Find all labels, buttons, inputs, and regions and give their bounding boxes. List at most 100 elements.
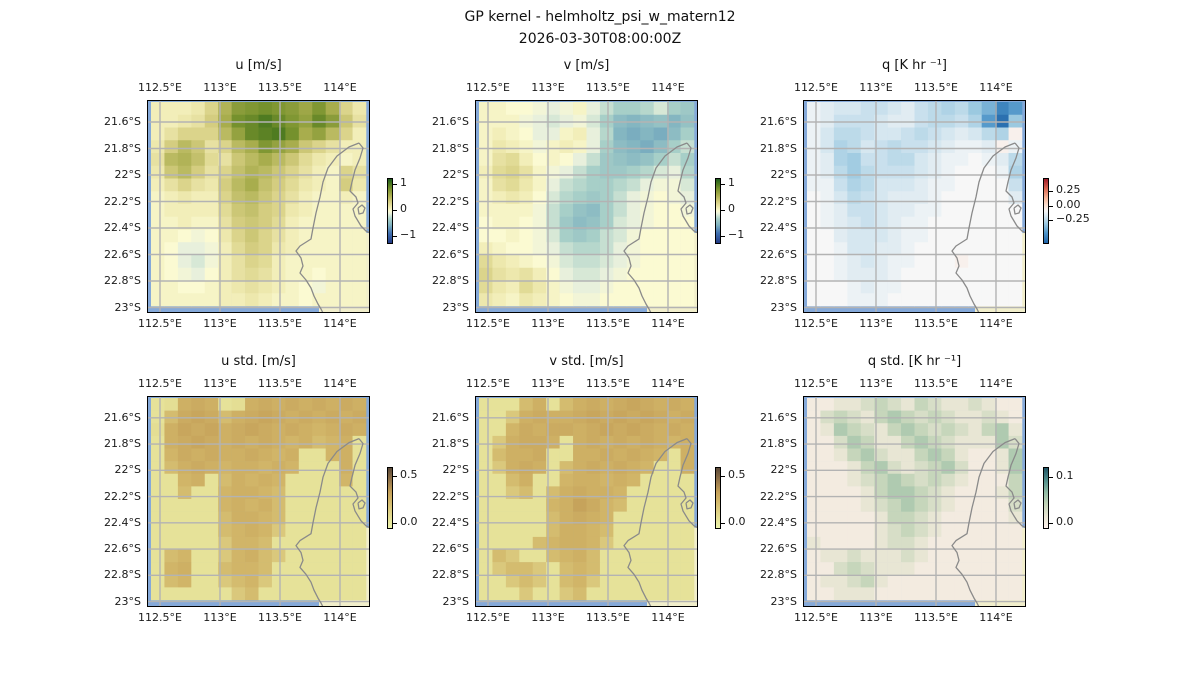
colorbar-tick-label: 0.25 — [1056, 182, 1081, 196]
x-tick-label-top: 113.5°E — [586, 377, 630, 390]
x-tick-label-bottom: 113.5°E — [586, 317, 630, 330]
panel-title-q: q [K hr ⁻¹] — [882, 58, 947, 73]
y-tick-label: 21.8°S — [760, 437, 797, 451]
colorbar-tick — [721, 184, 725, 185]
x-tick-label-top: 112.5°E — [466, 81, 510, 94]
y-tick-label: 22.6°S — [432, 542, 469, 556]
y-tick-label: 22.8°S — [104, 568, 141, 582]
panel-title-u: u [m/s] — [235, 58, 282, 73]
colorbar-tick — [393, 476, 397, 477]
y-tick-label: 22.6°S — [432, 247, 469, 261]
x-tick-label-bottom: 112.5°E — [794, 317, 838, 330]
x-tick-label-bottom: 113°E — [531, 317, 565, 330]
y-tick-label: 23°S — [114, 300, 141, 314]
colorbar-tick — [1049, 220, 1053, 222]
y-tick-label: 22.4°S — [104, 515, 141, 529]
x-tick-label-top: 113.5°E — [914, 377, 958, 390]
heatmap-mesh — [151, 398, 367, 601]
figure-title: GP kernel - helmholtz_psi_w_matern12 — [464, 9, 736, 25]
colorbar-v — [715, 178, 721, 244]
y-tick-label: 22.4°S — [760, 515, 797, 529]
y-tick-label: 22.4°S — [104, 221, 141, 234]
x-tick-label-bottom: 113.5°E — [914, 611, 958, 624]
grid-lines — [803, 396, 1026, 607]
x-tick-label-top: 114°E — [979, 81, 1013, 94]
colorbar-tick-label: 0.00 — [1056, 197, 1081, 211]
colorbar-v_std — [715, 467, 721, 529]
x-tick-label-top: 113°E — [203, 377, 237, 390]
colorbar-tick-label: −0.25 — [1056, 212, 1090, 226]
colorbar-tick — [1049, 522, 1053, 524]
heatmap-mesh — [807, 398, 1023, 601]
y-tick-label: 22.6°S — [104, 247, 141, 261]
x-tick-label-top: 114°E — [651, 377, 685, 390]
y-tick-label: 22.2°S — [432, 489, 469, 503]
colorbar-tick-label: 0.0 — [400, 515, 418, 528]
coastline-path — [295, 437, 370, 607]
x-tick-label-bottom: 112.5°E — [138, 317, 182, 330]
x-tick-label-bottom: 114°E — [979, 611, 1013, 624]
grid-lines — [475, 100, 698, 313]
grid-lines — [803, 100, 1026, 313]
x-tick-label-bottom: 112.5°E — [466, 317, 510, 330]
colorbar-q — [1043, 178, 1049, 244]
heatmap-canvas-q — [803, 100, 1026, 313]
y-tick-label: 22.4°S — [432, 515, 469, 529]
y-tick-label: 22.6°S — [760, 542, 797, 556]
colorbar-tick — [721, 476, 725, 477]
y-tick-label: 21.6°S — [104, 410, 141, 424]
x-tick-label-bottom: 112.5°E — [794, 611, 838, 624]
x-tick-label-bottom: 114°E — [651, 317, 685, 330]
y-tick-label: 22.2°S — [104, 194, 141, 208]
x-tick-label-top: 113°E — [859, 377, 893, 390]
colorbar-tick-label: −1 — [400, 228, 417, 241]
x-tick-label-bottom: 113.5°E — [258, 317, 302, 330]
heatmap-mesh — [807, 102, 1023, 307]
land-area — [319, 306, 370, 313]
land-area — [694, 233, 698, 313]
land-area — [366, 233, 370, 313]
y-tick-label: 22°S — [770, 463, 797, 477]
colorbar-tick-label: 0.0 — [728, 515, 746, 528]
colorbar-tick-label: 0 — [400, 202, 407, 215]
colorbar-tick — [1049, 477, 1053, 479]
colorbar-tick-label: 1 — [728, 176, 735, 189]
land-area — [975, 600, 1026, 607]
y-tick-label: 21.8°S — [760, 141, 797, 155]
colorbar-tick-label: 1 — [400, 176, 407, 189]
land-area — [647, 306, 698, 313]
x-tick-label-top: 113.5°E — [914, 81, 958, 94]
colorbar-tick — [1049, 190, 1053, 192]
x-tick-label-top: 112.5°E — [138, 377, 182, 390]
heatmap-canvas-u — [147, 100, 370, 313]
x-tick-label-bottom: 113°E — [203, 611, 237, 624]
x-tick-label-bottom: 114°E — [323, 317, 357, 330]
y-tick-label: 22.2°S — [104, 489, 141, 503]
y-tick-label: 21.6°S — [432, 410, 469, 424]
x-tick-label-bottom: 113°E — [859, 611, 893, 624]
y-tick-label: 22°S — [442, 168, 469, 181]
y-tick-label: 22°S — [442, 463, 469, 477]
y-tick-label: 21.6°S — [760, 410, 797, 424]
colorbar-tick-label: −1 — [728, 228, 745, 241]
colorbar-tick-label: 0.0 — [1056, 514, 1074, 528]
colorbar-tick — [721, 236, 725, 237]
colorbar-tick-label: 0 — [728, 202, 735, 215]
colorbar-tick — [393, 210, 397, 211]
colorbar-u_std — [387, 467, 393, 529]
colorbar-tick — [393, 523, 397, 524]
colorbar-tick — [393, 184, 397, 185]
x-tick-label-bottom: 113°E — [859, 317, 893, 330]
x-tick-label-bottom: 114°E — [323, 611, 357, 624]
x-tick-label-top: 112.5°E — [794, 377, 838, 390]
x-tick-label-top: 113.5°E — [586, 81, 630, 94]
y-tick-label: 21.6°S — [104, 115, 141, 128]
x-tick-label-top: 113°E — [203, 81, 237, 94]
colorbar-u — [387, 178, 393, 244]
heatmap-canvas-v — [475, 100, 698, 313]
x-tick-label-top: 113°E — [859, 81, 893, 94]
y-tick-label: 21.8°S — [432, 437, 469, 451]
land-area — [1022, 233, 1026, 313]
x-tick-label-top: 114°E — [979, 377, 1013, 390]
